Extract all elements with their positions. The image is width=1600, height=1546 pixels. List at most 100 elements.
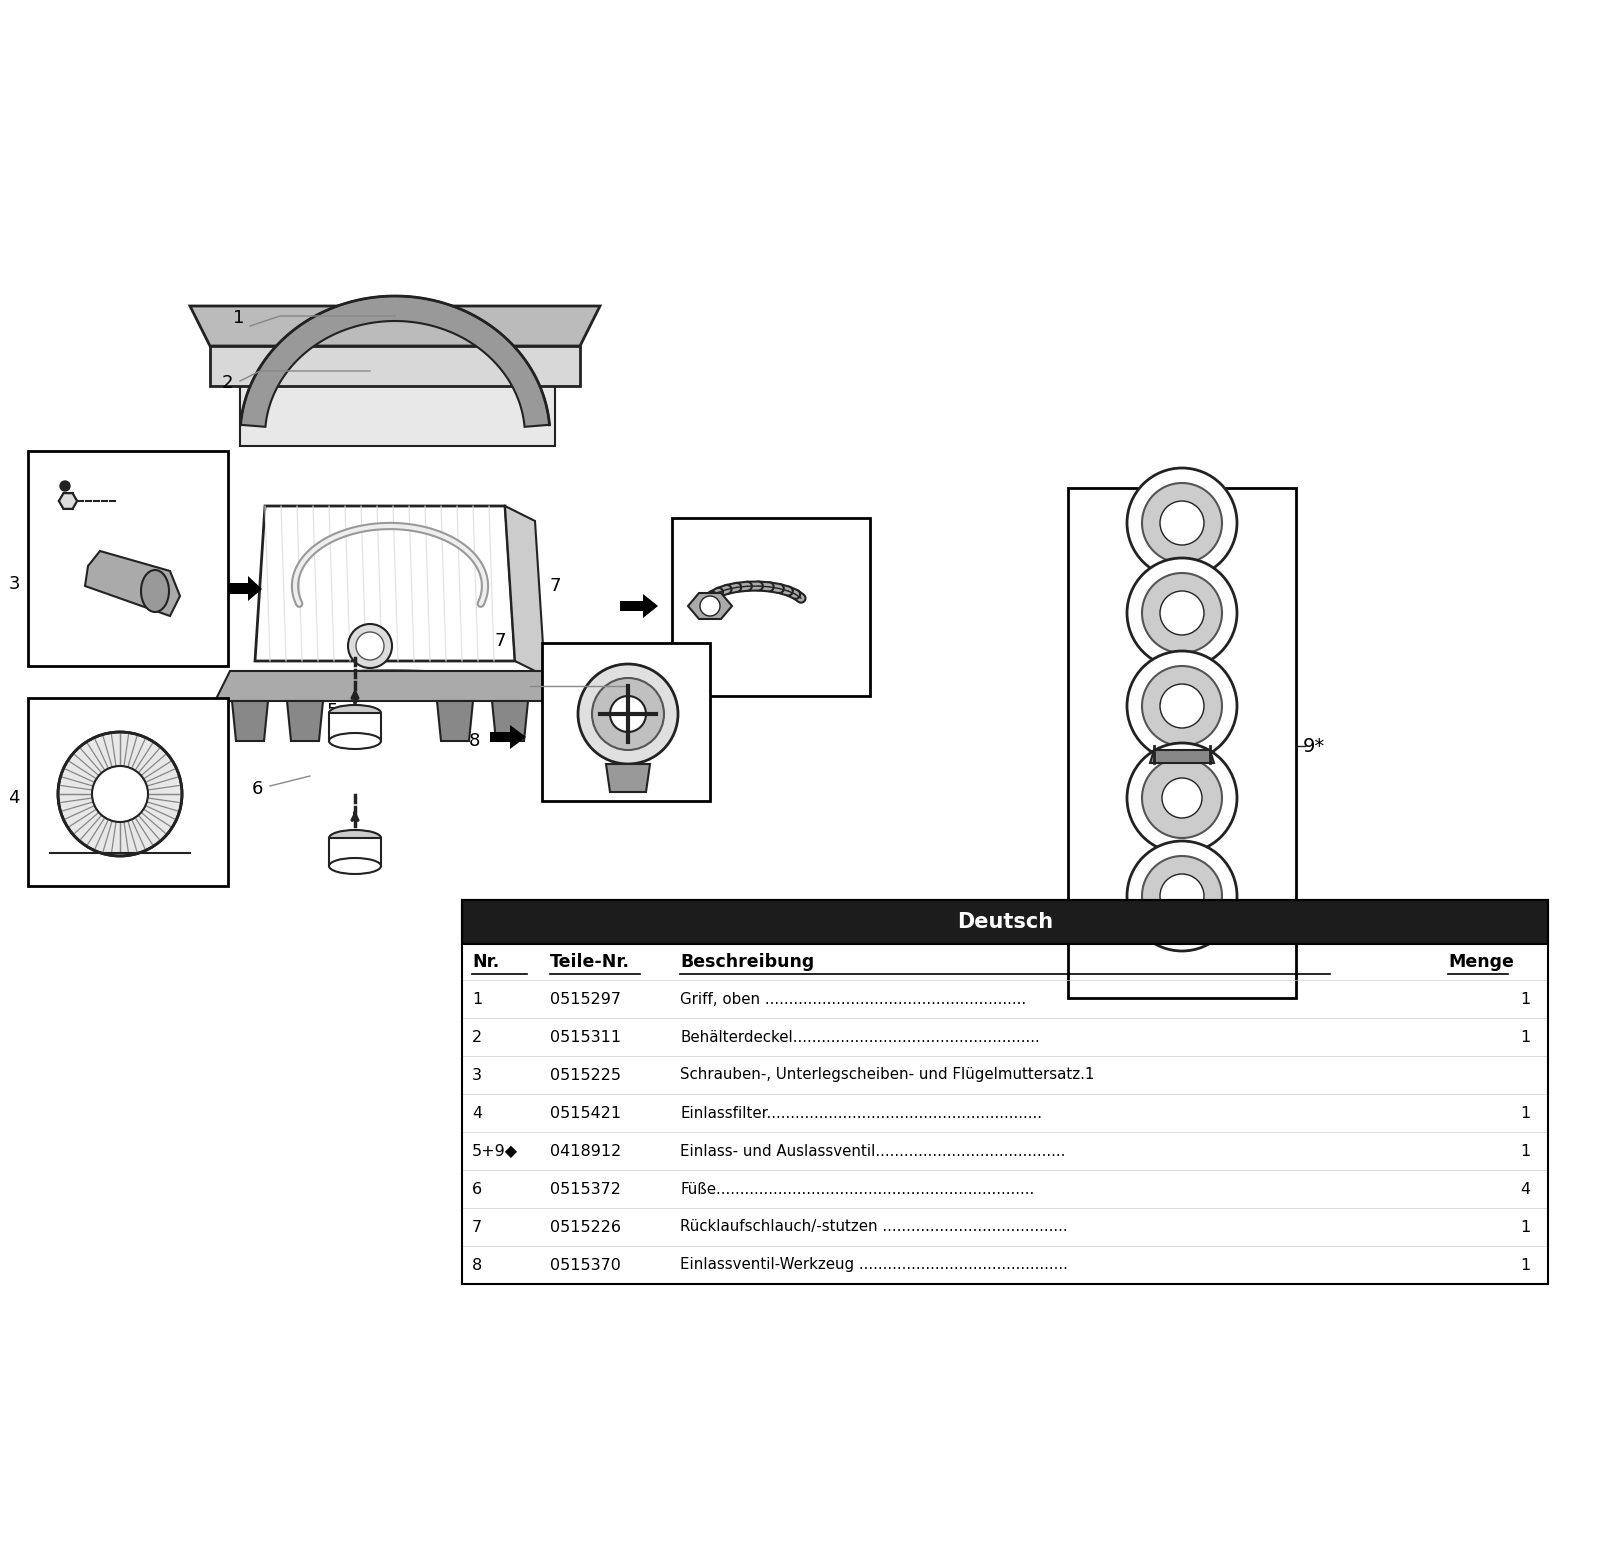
Text: 2: 2 (472, 1030, 482, 1045)
Text: 4: 4 (472, 1105, 482, 1121)
Bar (1069, 489, 1296, 999)
Text: 1: 1 (232, 309, 243, 328)
Polygon shape (688, 594, 733, 618)
Text: 0515297: 0515297 (550, 991, 621, 1006)
Text: Behälterdeckel....................................................: Behälterdeckel..........................… (680, 1030, 1040, 1045)
Ellipse shape (330, 858, 381, 873)
Polygon shape (240, 295, 549, 427)
Text: 0515370: 0515370 (550, 1257, 621, 1272)
Circle shape (1142, 482, 1222, 563)
Text: 6: 6 (326, 852, 338, 870)
Bar (462, 900, 1549, 945)
Text: 1: 1 (1520, 991, 1530, 1006)
Circle shape (592, 679, 664, 750)
Circle shape (578, 663, 678, 764)
Circle shape (1126, 468, 1237, 578)
Circle shape (58, 731, 182, 856)
Text: Teile-Nr.: Teile-Nr. (550, 952, 630, 971)
Text: Menge: Menge (1448, 952, 1514, 971)
Polygon shape (85, 550, 179, 615)
Text: Nr.: Nr. (472, 952, 499, 971)
Text: 7: 7 (494, 632, 506, 649)
Ellipse shape (330, 733, 381, 748)
Polygon shape (214, 671, 565, 700)
Circle shape (1126, 841, 1237, 951)
Polygon shape (490, 725, 526, 748)
Text: 1: 1 (472, 991, 482, 1006)
Bar (29, 451, 229, 666)
Text: 1: 1 (1520, 1220, 1530, 1235)
Circle shape (61, 481, 70, 492)
Ellipse shape (141, 570, 170, 612)
Bar (542, 643, 710, 801)
Text: 4: 4 (1520, 1181, 1530, 1197)
Text: 1: 1 (1520, 1105, 1530, 1121)
Text: 7: 7 (549, 577, 560, 595)
Circle shape (355, 632, 384, 660)
Polygon shape (606, 764, 650, 792)
Text: Füße...................................................................: Füße....................................… (680, 1181, 1034, 1197)
Text: 6: 6 (472, 1181, 482, 1197)
Bar (29, 697, 229, 886)
Polygon shape (210, 346, 579, 386)
Bar (672, 518, 870, 696)
Polygon shape (621, 594, 658, 618)
Circle shape (1126, 651, 1237, 761)
Ellipse shape (330, 705, 381, 720)
Text: 3: 3 (8, 575, 19, 594)
Text: Einlassfilter..........................................................: Einlassfilter...........................… (680, 1105, 1042, 1121)
Polygon shape (437, 700, 474, 741)
Polygon shape (59, 493, 77, 509)
Text: 2: 2 (221, 374, 234, 393)
Polygon shape (330, 713, 381, 741)
Circle shape (701, 597, 720, 615)
Circle shape (1160, 683, 1205, 728)
Text: Einlass- und Auslassventil........................................: Einlass- und Auslassventil..............… (680, 1144, 1066, 1158)
Text: Deutsch: Deutsch (957, 912, 1053, 932)
Polygon shape (506, 506, 546, 676)
Circle shape (1160, 591, 1205, 635)
Circle shape (1142, 666, 1222, 747)
Circle shape (1142, 856, 1222, 935)
Text: 1: 1 (1520, 1257, 1530, 1272)
Polygon shape (286, 700, 323, 741)
Text: 3: 3 (472, 1067, 482, 1082)
Text: Griff, oben .......................................................: Griff, oben ............................… (680, 991, 1026, 1006)
Text: 9*: 9* (1302, 736, 1325, 756)
Ellipse shape (330, 830, 381, 846)
Polygon shape (229, 577, 262, 601)
Circle shape (349, 625, 392, 668)
Text: 5+9◆: 5+9◆ (472, 1144, 518, 1158)
Text: Schrauben-, Unterlegscheiben- und Flügelmuttersatz.1: Schrauben-, Unterlegscheiben- und Flügel… (680, 1067, 1094, 1082)
Text: 5: 5 (326, 702, 338, 720)
Polygon shape (240, 386, 555, 445)
Text: 6: 6 (251, 781, 262, 798)
Text: 0515311: 0515311 (550, 1030, 621, 1045)
Text: Beschreibung: Beschreibung (680, 952, 814, 971)
Text: 0418912: 0418912 (550, 1144, 621, 1158)
Text: Einlassventil-Werkzeug ............................................: Einlassventil-Werkzeug .................… (680, 1257, 1067, 1272)
Text: 8: 8 (472, 1257, 482, 1272)
Circle shape (610, 696, 646, 731)
Polygon shape (232, 700, 269, 741)
Text: 1: 1 (1520, 1144, 1530, 1158)
Polygon shape (493, 700, 528, 741)
Text: 8: 8 (469, 731, 480, 750)
Polygon shape (1150, 750, 1214, 764)
Circle shape (1162, 778, 1202, 818)
Circle shape (1160, 873, 1205, 918)
Text: 0515225: 0515225 (550, 1067, 621, 1082)
Text: 0515421: 0515421 (550, 1105, 621, 1121)
Circle shape (1126, 744, 1237, 853)
Text: 1: 1 (1520, 1030, 1530, 1045)
Circle shape (1142, 758, 1222, 838)
Polygon shape (330, 838, 381, 866)
Circle shape (1126, 558, 1237, 668)
Circle shape (1160, 501, 1205, 546)
Text: 0515372: 0515372 (550, 1181, 621, 1197)
Text: 0515226: 0515226 (550, 1220, 621, 1235)
Text: Rücklaufschlauch/-stutzen .......................................: Rücklaufschlauch/-stutzen ..............… (680, 1220, 1067, 1235)
Circle shape (93, 765, 147, 822)
Text: 4: 4 (8, 788, 19, 807)
Text: 7: 7 (472, 1220, 482, 1235)
